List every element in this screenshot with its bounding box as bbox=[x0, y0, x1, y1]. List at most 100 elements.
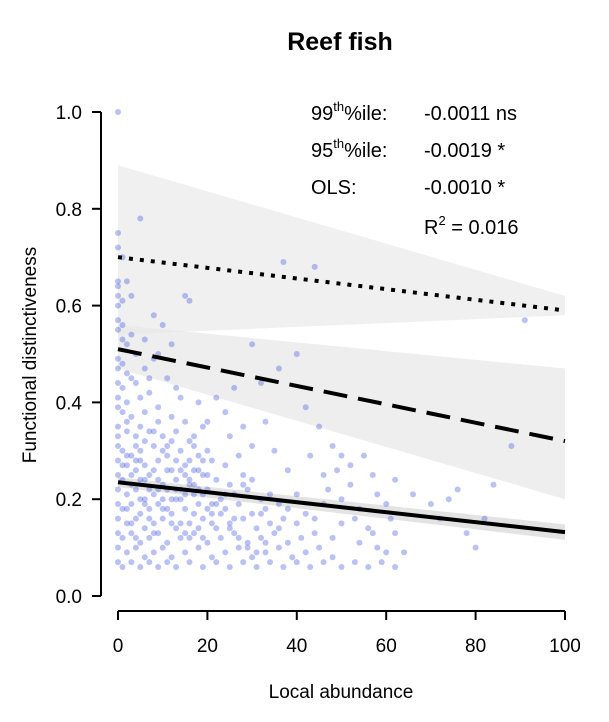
scatter-point bbox=[267, 520, 273, 527]
scatter-point bbox=[150, 549, 157, 556]
scatter-point bbox=[128, 292, 135, 299]
scatter-point bbox=[186, 438, 193, 445]
scatter-point bbox=[115, 423, 121, 430]
scatter-point bbox=[182, 462, 189, 469]
scatter-point bbox=[150, 443, 157, 449]
scatter-point bbox=[472, 544, 479, 551]
scatter-point bbox=[123, 452, 130, 459]
scatter-point bbox=[137, 447, 144, 454]
scatter-point bbox=[191, 443, 197, 449]
scatter-point bbox=[132, 467, 139, 474]
scatter-point bbox=[182, 292, 189, 299]
scatter-point bbox=[115, 244, 121, 251]
scatter-point bbox=[141, 496, 148, 503]
scatter-point bbox=[240, 472, 247, 478]
scatter-point bbox=[128, 501, 135, 507]
scatter-point bbox=[244, 486, 251, 493]
scatter-point bbox=[240, 423, 247, 430]
scatter-point bbox=[137, 215, 144, 222]
scatter-point bbox=[195, 399, 202, 406]
scatter-point bbox=[244, 539, 251, 546]
scatter-point bbox=[401, 549, 408, 556]
scatter-point bbox=[123, 399, 130, 406]
scatter-point bbox=[307, 564, 314, 570]
scatter-point bbox=[119, 360, 126, 367]
scatter-point bbox=[168, 554, 175, 561]
y-axis-ticks: 0.0 0.2 0.4 0.6 0.8 1.0 bbox=[56, 103, 101, 608]
scatter-point bbox=[128, 520, 135, 527]
x-axis-label: Local abundance bbox=[269, 682, 414, 703]
scatter-point bbox=[115, 394, 121, 401]
scatter-point bbox=[222, 409, 229, 416]
scatter-point bbox=[115, 317, 121, 324]
scatter-point bbox=[115, 302, 121, 309]
scatter-point bbox=[128, 452, 135, 459]
scatter-point bbox=[191, 510, 197, 517]
scatter-point bbox=[365, 564, 372, 570]
scatter-point bbox=[168, 438, 175, 445]
scatter-point bbox=[351, 559, 358, 566]
scatter-point bbox=[208, 554, 215, 561]
scatter-point bbox=[262, 505, 269, 512]
scatter-points bbox=[115, 109, 528, 570]
scatter-point bbox=[280, 564, 287, 570]
scatter-point bbox=[226, 564, 233, 570]
scatter-point bbox=[351, 515, 358, 522]
x-tick-label: 20 bbox=[197, 636, 218, 657]
scatter-point bbox=[226, 525, 233, 532]
scatter-point bbox=[249, 443, 256, 449]
scatter-point bbox=[222, 549, 229, 556]
scatter-point bbox=[146, 428, 153, 435]
scatter-point bbox=[164, 443, 171, 449]
scatter-point bbox=[275, 501, 282, 507]
scatter-point bbox=[132, 515, 139, 522]
scatter-point bbox=[128, 530, 135, 537]
scatter-point bbox=[213, 476, 220, 483]
scatter-point bbox=[115, 326, 121, 333]
scatter-point bbox=[204, 472, 211, 478]
scatter-point bbox=[204, 447, 211, 454]
scatter-point bbox=[146, 559, 153, 566]
scatter-point bbox=[115, 292, 121, 299]
confidence-band-1 bbox=[118, 165, 565, 335]
scatter-point bbox=[199, 457, 206, 464]
scatter-point bbox=[141, 336, 148, 343]
scatter-point bbox=[271, 530, 278, 537]
scatter-point bbox=[115, 380, 121, 386]
scatter-point bbox=[293, 491, 300, 498]
scatter-point bbox=[164, 375, 171, 382]
scatter-point bbox=[365, 525, 372, 532]
scatter-point bbox=[115, 283, 121, 290]
scatter-point bbox=[115, 278, 121, 285]
scatter-point bbox=[159, 496, 166, 503]
scatter-point bbox=[168, 413, 175, 420]
scatter-point bbox=[146, 486, 153, 493]
confidence-band-2 bbox=[118, 324, 565, 500]
scatter-point bbox=[374, 491, 381, 498]
scatter-point bbox=[217, 510, 224, 517]
scatter-point bbox=[258, 380, 264, 386]
scatter-point bbox=[186, 534, 193, 541]
scatter-point bbox=[173, 564, 180, 570]
scatter-point bbox=[177, 467, 184, 474]
scatter-point bbox=[325, 486, 332, 493]
scatter-point bbox=[141, 365, 148, 372]
fit-line-95th bbox=[117, 347, 566, 444]
scatter-point bbox=[164, 505, 171, 512]
scatter-point bbox=[159, 447, 166, 454]
scatter-point bbox=[119, 534, 126, 541]
scatter-point bbox=[173, 476, 180, 483]
scatter-point bbox=[155, 457, 162, 464]
scatter-point bbox=[123, 370, 130, 377]
y-axis-label: Functional distinctiveness bbox=[20, 247, 41, 464]
scatter-point bbox=[195, 501, 202, 507]
scatter-point bbox=[284, 505, 291, 512]
scatter-point bbox=[289, 554, 296, 561]
scatter-point bbox=[226, 481, 233, 488]
x-tick-label: 0 bbox=[113, 636, 124, 657]
scatter-point bbox=[445, 496, 452, 503]
scatter-point bbox=[123, 491, 130, 498]
scatter-point bbox=[128, 331, 135, 338]
scatter-point bbox=[329, 443, 336, 449]
x-axis-ticks: 0 20 40 60 80 100 bbox=[113, 611, 581, 657]
